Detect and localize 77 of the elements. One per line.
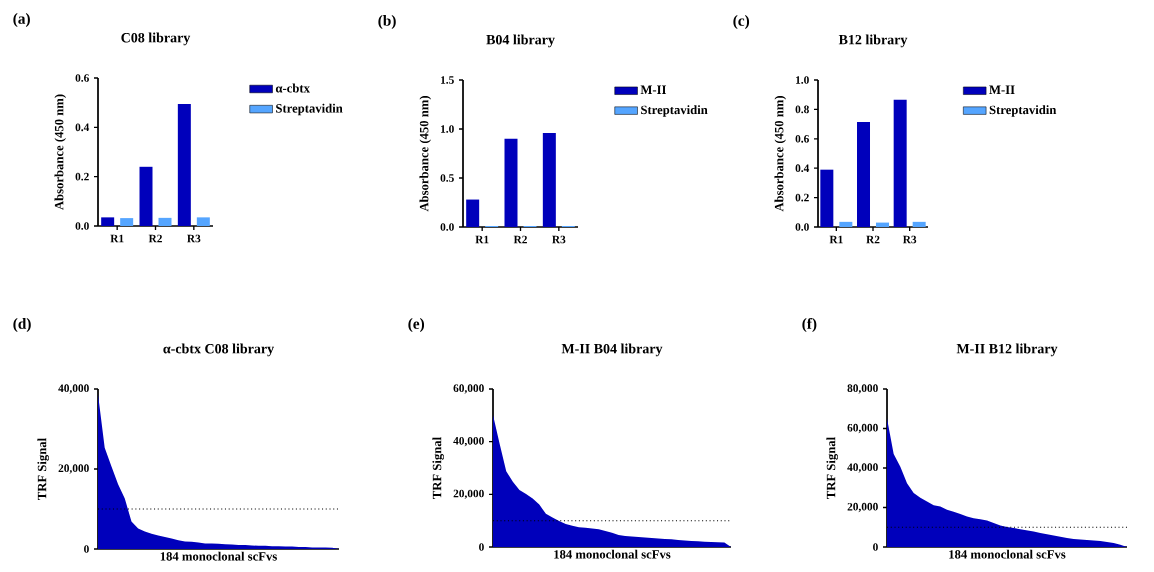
chart-title: M-II B04 library [561,343,663,357]
y-tick-label: 0.8 [795,105,809,114]
chart-title: α-cbtx C08 library [163,343,274,357]
y-tick-label: 0.6 [795,134,809,143]
y-axis-title: Absorbance (450 nm) [774,96,786,212]
y-tick-label: 40,000 [847,463,878,473]
x-tick-label: R3 [552,235,566,244]
y-tick-label: 0 [84,545,89,553]
bar [857,121,871,227]
y-tick-label: 20,000 [58,464,89,474]
y-tick-label: 60,000 [847,423,878,434]
y-axis-title: TRF Signal [826,437,838,499]
bar [876,222,889,227]
legend-label: M-II [640,85,667,94]
bar [839,221,853,227]
text: (d) [13,318,31,332]
x-tick-label: R2 [148,234,162,243]
bar [893,99,907,227]
y-tick-label: 0 [873,543,878,551]
x-tick-label: R1 [110,234,124,243]
chart-title: B12 library [838,34,908,48]
y-tick-label: 0 [479,543,484,551]
x-tick-label: R3 [902,235,917,244]
chart-title: M-II B12 library [956,343,1058,357]
bar [158,217,172,226]
legend-label: M-II [989,85,1015,94]
y-tick-label: 0.2 [795,193,809,202]
y-tick-label: 1.0 [441,125,454,133]
text: (f) [802,317,817,333]
y-axis-title: Absorbance (450 nm) [419,96,431,212]
text: (c) [733,15,750,29]
y-tick-label: 60,000 [453,384,484,394]
x-axis-title: 184 monoclonal scFvs [554,549,671,559]
x-tick-label: R1 [475,235,489,244]
y-tick-label: 0.2 [75,172,89,181]
y-tick-label: 1.0 [796,76,809,84]
chart-title: B04 library [486,34,555,48]
x-axis-title: 184 monoclonal scFvs [949,549,1066,559]
x-tick-label: R2 [513,235,527,244]
y-tick-label: 0.0 [440,223,454,231]
x-tick-label: R3 [187,234,201,243]
y-tick-label: 1.5 [441,76,454,84]
y-tick-label: 0.0 [75,222,89,230]
legend-label: α-cbtx [275,83,310,93]
y-axis-title: Absorbance (450 nm) [54,94,66,210]
bar [120,218,134,226]
text: (a) [13,13,30,27]
text: (e) [408,318,425,332]
bar [196,217,210,226]
legend-label: Streptavidin [276,103,343,116]
y-tick-label: 0.5 [440,174,454,182]
y-tick-label: 80,000 [847,384,878,394]
y-axis-title: TRF Signal [432,437,444,499]
y-tick-label: 20,000 [847,502,878,513]
y-tick-label: 0.4 [795,164,810,173]
bar [504,138,518,227]
y-tick-label: 0.4 [75,123,90,132]
y-tick-label: 40,000 [453,437,484,447]
y-tick-label: 0.6 [75,74,89,82]
x-tick-label: R1 [829,235,843,244]
y-tick-label: 0.0 [795,223,809,231]
bar [912,221,926,227]
legend-label: Streptavidin [641,105,708,117]
y-tick-label: 20,000 [453,489,484,499]
bar [820,169,834,227]
legend-label: Streptavidin [989,105,1057,117]
bar [139,166,153,226]
x-axis-title: 184 monoclonal scFvs [160,551,277,561]
x-tick-label: R2 [866,235,880,244]
y-axis-title: TRF Signal [37,438,49,500]
y-tick-label: 40,000 [58,384,89,394]
bar [542,132,556,227]
bar [101,217,115,226]
text: (b) [378,15,396,29]
chart-title: C08 library [121,32,191,46]
bar [466,199,480,227]
bar [177,103,191,226]
